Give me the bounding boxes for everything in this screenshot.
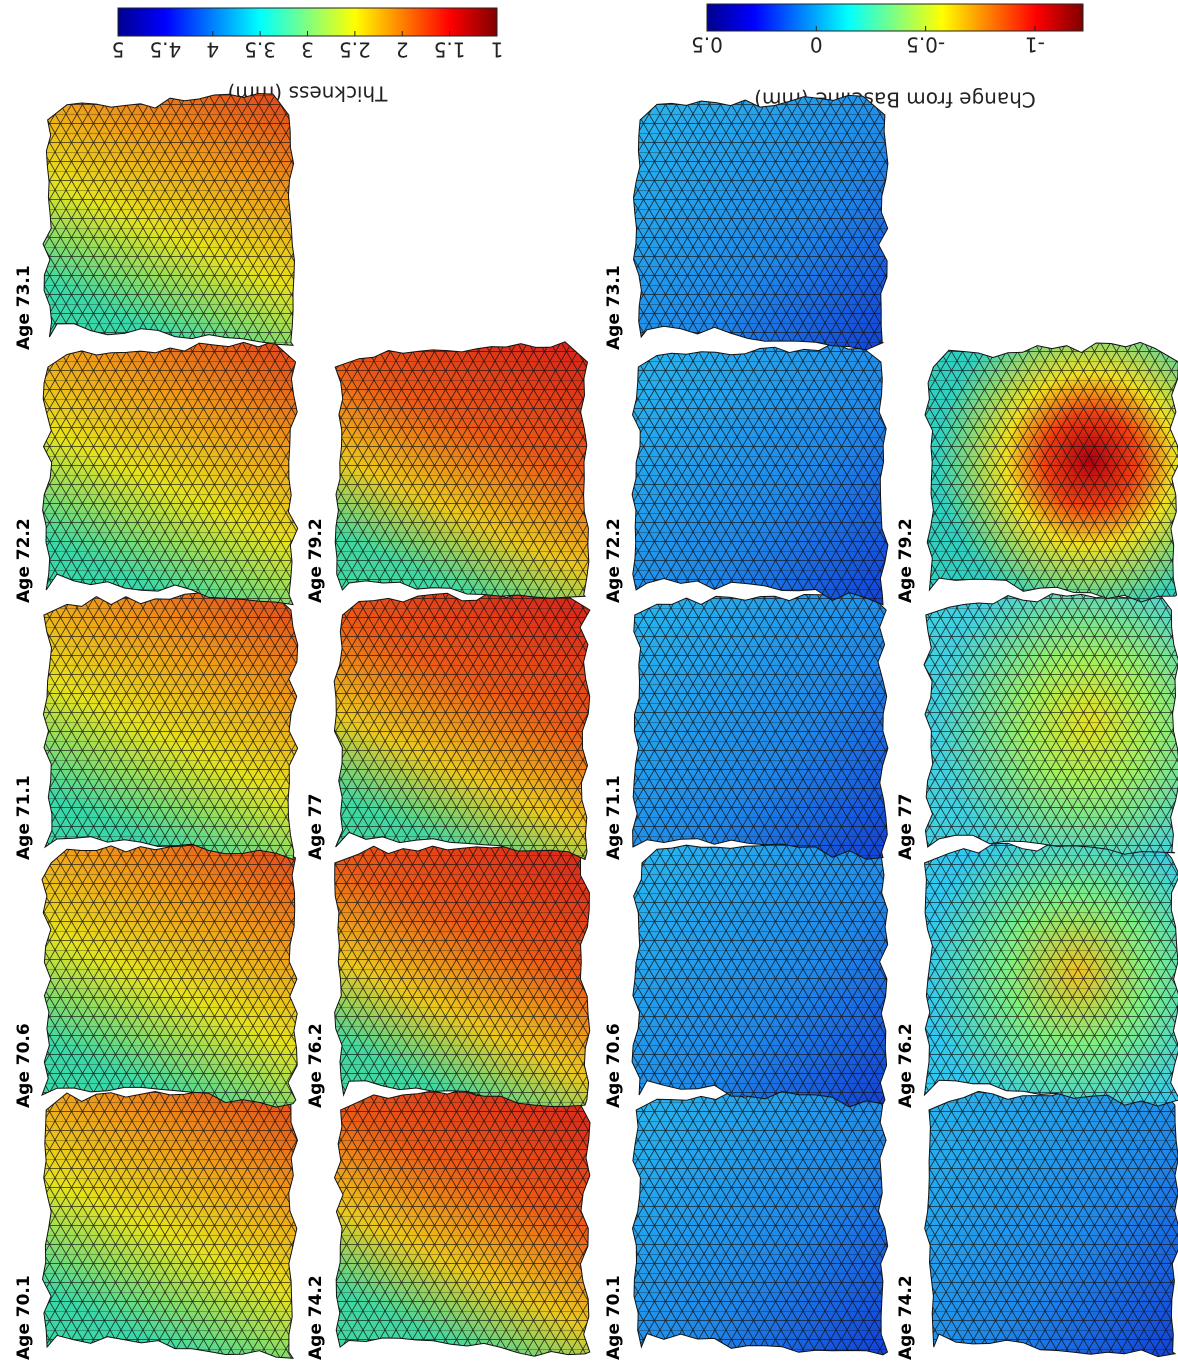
colorbar-tick-label: 2 bbox=[396, 38, 409, 62]
colorbar-tick-label: 4.5 bbox=[149, 38, 181, 62]
surface-mesh bbox=[43, 589, 297, 860]
panel-label: Age 72.2 bbox=[604, 518, 624, 603]
colorbar-tick-label: 1 bbox=[491, 38, 504, 62]
surface-mesh bbox=[925, 342, 1178, 602]
surface-mesh bbox=[633, 1084, 888, 1355]
surface-mesh bbox=[925, 838, 1178, 1106]
colorbar-tick-label: 3.5 bbox=[244, 38, 276, 62]
surface-mesh bbox=[42, 840, 297, 1108]
panel-label: Age 73.1 bbox=[14, 265, 34, 350]
surface-mesh bbox=[335, 836, 590, 1106]
panel-label: Age 70.6 bbox=[604, 1023, 624, 1108]
panel-label: Age 77 bbox=[896, 794, 916, 860]
colorbar-tick-label: 2.5 bbox=[339, 38, 371, 62]
surface-mesh bbox=[633, 589, 888, 860]
panel-label: Age 79.2 bbox=[306, 518, 326, 603]
surface-mesh bbox=[335, 1084, 591, 1356]
panel-label: Age 77 bbox=[306, 794, 326, 860]
panel-label: Age 70.6 bbox=[14, 1023, 34, 1108]
colorbar-tick-label: 1.5 bbox=[434, 38, 466, 62]
panel-label: Age 72.2 bbox=[14, 518, 34, 603]
colorbar bbox=[707, 4, 1083, 31]
figure: 54.543.532.521.51Thickness (mm)0.50-0.5-… bbox=[0, 0, 1178, 1367]
panel-label: Age 71.1 bbox=[604, 775, 624, 860]
surface-mesh bbox=[634, 95, 888, 350]
panel-label: Age 74.2 bbox=[306, 1275, 326, 1360]
colorbar-tick-label: -0.5 bbox=[906, 33, 945, 57]
surface-mesh bbox=[43, 342, 298, 605]
colorbar-tick-label: -1 bbox=[1025, 33, 1045, 57]
colorbar-tick-label: 0.5 bbox=[691, 33, 723, 57]
surface-mesh bbox=[43, 1085, 298, 1358]
colorbar-tick-label: 4 bbox=[206, 38, 219, 62]
surface-mesh bbox=[925, 1082, 1178, 1357]
surface-mesh bbox=[924, 588, 1178, 854]
colorbar-tick-label: 0 bbox=[810, 33, 823, 57]
panel-label: Age 70.1 bbox=[14, 1275, 34, 1360]
colorbar-tick-label: 5 bbox=[112, 38, 125, 62]
panel-label: Age 76.2 bbox=[896, 1023, 916, 1108]
surface-mesh bbox=[43, 94, 295, 346]
panel-label: Age 74.2 bbox=[896, 1275, 916, 1360]
surface-mesh bbox=[334, 591, 590, 859]
panel-label: Age 73.1 bbox=[604, 265, 624, 350]
panel-label: Age 76.2 bbox=[306, 1023, 326, 1108]
panel-label: Age 70.1 bbox=[604, 1275, 624, 1360]
surface-mesh bbox=[632, 343, 888, 605]
surface-mesh bbox=[632, 841, 888, 1107]
panel-label: Age 71.1 bbox=[14, 775, 34, 860]
surface-mesh bbox=[335, 342, 589, 598]
panel-label: Age 79.2 bbox=[896, 518, 916, 603]
colorbar-tick-label: 3 bbox=[301, 38, 314, 62]
